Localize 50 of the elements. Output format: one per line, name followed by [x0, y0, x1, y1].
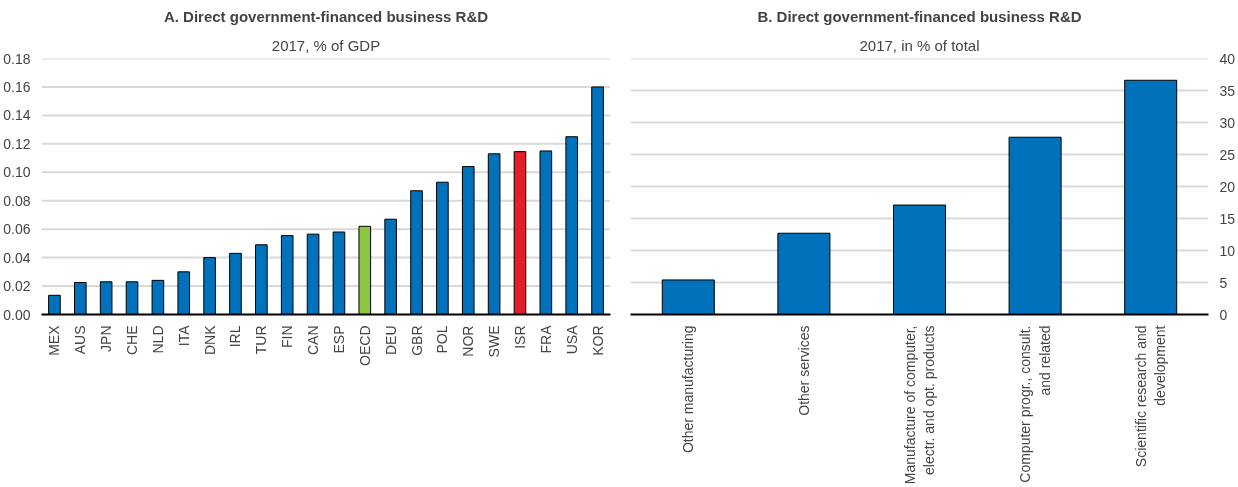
x-tick-label: TUR: [253, 325, 270, 355]
y-tick-label: 30: [1219, 114, 1236, 131]
y-tick-label: 25: [1219, 146, 1236, 163]
x-tick-label: GBR: [408, 325, 425, 356]
y-tick-label: 0.02: [3, 278, 31, 295]
x-tick-label: NOR: [460, 325, 477, 357]
x-tick-label: ESP: [330, 325, 347, 354]
x-tick-label: DEU: [382, 325, 399, 356]
x-tick-label: IRL: [227, 325, 244, 348]
chart-title: B. Direct government-financed business R&D: [757, 7, 1082, 25]
x-tick-label: FIN: [279, 325, 296, 349]
x-tick-label: DNK: [201, 324, 218, 356]
x-tick-label: ISR: [511, 325, 528, 349]
x-tick-label: KOR: [589, 325, 606, 356]
y-tick-label: 0.06: [3, 221, 31, 238]
x-tick-label: ITA: [175, 324, 192, 347]
x-tick-label: NLD: [149, 325, 166, 354]
x-tick-label: JPN: [98, 325, 115, 352]
y-tick-label: 15: [1219, 210, 1236, 227]
x-tick-label: USA: [563, 324, 580, 355]
x-tick-label: SWE: [486, 325, 503, 358]
y-tick-label: 40: [1219, 50, 1236, 67]
x-tick-label: CAN: [305, 325, 322, 356]
y-tick-label: 0: [1219, 306, 1228, 323]
y-tick-label: 0.10: [3, 164, 31, 181]
y-tick-label: 10: [1219, 242, 1236, 259]
x-tick-label: Manufacture of computer, electr. and opt. products: [901, 325, 938, 485]
x-tick-label: AUS: [72, 325, 89, 355]
x-tick-label: POL: [434, 325, 451, 354]
y-tick-label: 35: [1219, 82, 1236, 99]
chart-subtitle: 2017, % of GDP: [271, 36, 381, 54]
y-tick-label: 0.00: [3, 306, 31, 323]
x-tick-label: Scientific research and development: [1133, 325, 1169, 468]
y-tick-label: 5: [1219, 274, 1228, 291]
x-tick-label: Other services: [795, 325, 812, 416]
chart-title: A. Direct government-financed business R&D: [163, 7, 489, 25]
x-tick-label: MEX: [46, 324, 63, 356]
y-tick-label: 0.04: [3, 249, 31, 266]
x-tick-label: Computer progr., consult. and related: [1017, 325, 1053, 483]
x-tick-label: Other manufacturing: [680, 325, 697, 454]
y-tick-label: 0.18: [3, 50, 31, 67]
y-tick-label: 0.08: [3, 192, 31, 209]
y-tick-label: 20: [1219, 178, 1236, 195]
x-tick-label: OECD: [356, 325, 373, 366]
chart-subtitle: 2017, in % of total: [859, 36, 980, 54]
x-tick-label: CHE: [124, 325, 141, 356]
y-tick-label: 0.12: [3, 135, 31, 152]
y-tick-label: 0.16: [3, 78, 31, 95]
y-tick-label: 0.14: [3, 107, 31, 124]
x-tick-label: FRA: [537, 324, 554, 354]
